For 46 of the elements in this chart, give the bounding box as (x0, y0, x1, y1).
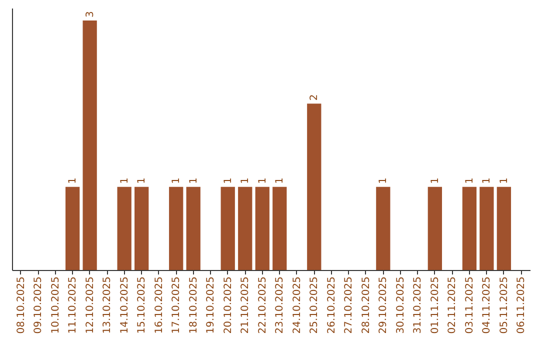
x-tick-label: 31.10.2025 (412, 276, 424, 334)
x-tick-label: 02.11.2025 (447, 276, 458, 334)
x-tick-label: 11.10.2025 (68, 276, 79, 334)
x-tick-label: 30.10.2025 (395, 276, 406, 334)
data-label: 1 (498, 177, 510, 184)
x-tick-label: 21.10.2025 (240, 276, 252, 334)
data-label: 1 (222, 177, 234, 184)
x-tick-label: 25.10.2025 (309, 276, 320, 334)
data-label: 1 (430, 177, 441, 184)
data-label: 1 (136, 177, 148, 184)
x-tick-label: 20.10.2025 (222, 276, 234, 334)
x-tick-label: 14.10.2025 (119, 276, 130, 334)
x-tick-label: 04.11.2025 (482, 276, 493, 334)
x-tick-label: 03.11.2025 (464, 276, 476, 334)
x-tick-label: 28.10.2025 (360, 276, 372, 334)
x-tick-label: 09.10.2025 (33, 276, 44, 334)
data-label: 1 (119, 177, 130, 184)
data-label: 1 (257, 177, 268, 184)
x-tick-label: 23.10.2025 (274, 276, 286, 334)
data-label: 1 (482, 177, 493, 184)
x-tick-label: 15.10.2025 (136, 276, 148, 334)
data-label: 2 (309, 94, 320, 101)
data-label: 1 (240, 177, 252, 184)
x-tick-label: 18.10.2025 (188, 276, 200, 334)
x-tick-label: 16.10.2025 (154, 276, 165, 334)
data-label: 1 (464, 177, 476, 184)
x-tick-label: 27.10.2025 (344, 276, 355, 334)
x-tick-label: 29.10.2025 (378, 276, 390, 334)
x-tick-label: 22.10.2025 (257, 276, 268, 334)
x-tick-label: 12.10.2025 (84, 276, 96, 334)
x-tick-label: 13.10.2025 (102, 276, 114, 334)
data-label: 1 (274, 177, 286, 184)
x-tick-label: 06.11.2025 (516, 276, 528, 334)
data-label: 3 (84, 11, 96, 18)
data-label: 1 (68, 177, 79, 184)
x-tick-label: 24.10.2025 (292, 276, 303, 334)
x-tick-label: 08.10.2025 (16, 276, 27, 334)
x-tick-label: 26.10.2025 (326, 276, 338, 334)
x-tick-label: 19.10.2025 (206, 276, 217, 334)
x-tick-label: 17.10.2025 (171, 276, 182, 334)
x-tick-label: 05.11.2025 (498, 276, 510, 334)
x-tick-label: 01.11.2025 (430, 276, 441, 334)
data-label: 1 (378, 177, 390, 184)
data-label: 1 (171, 177, 182, 184)
data-label: 1 (188, 177, 200, 184)
x-tick-label: 10.10.2025 (50, 276, 62, 334)
